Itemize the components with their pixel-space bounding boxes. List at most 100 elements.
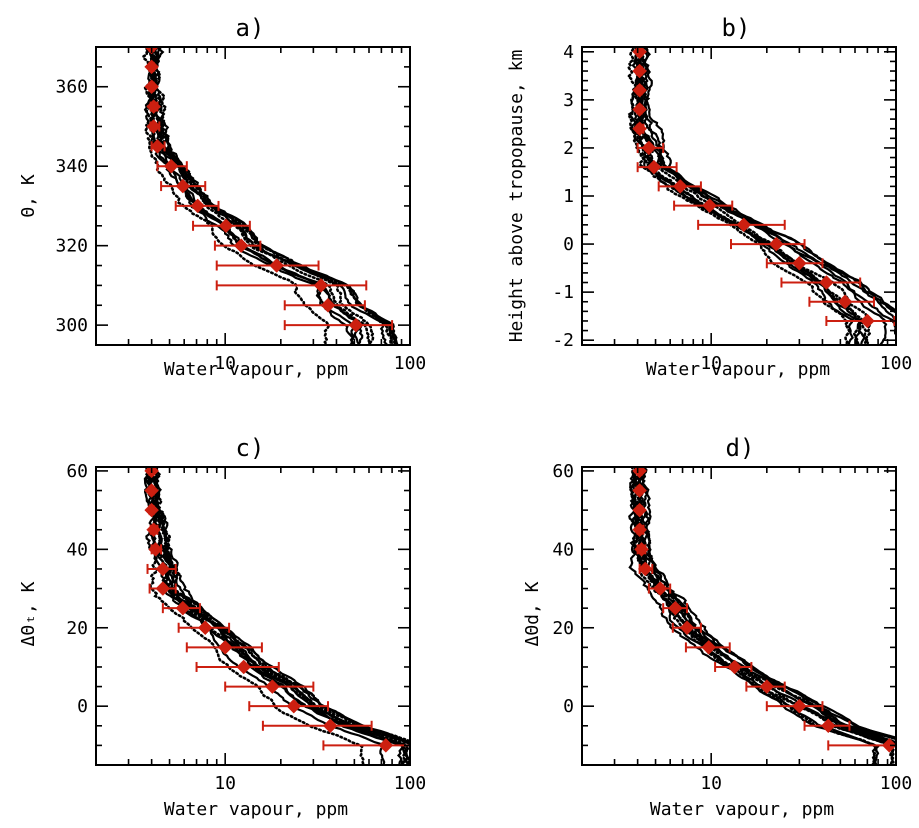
mean-marker: [641, 140, 657, 156]
mean-marker: [768, 236, 784, 252]
x-tick-label: 100: [394, 773, 427, 794]
panel-c: c) Water vapour, ppm ΔΘₜ, K 10 100 0 20 40 60: [18, 434, 427, 820]
y-tick-label: 300: [55, 315, 88, 336]
profile-trace: [626, 47, 871, 345]
panel-a-title: a): [236, 14, 265, 42]
mean-marker: [175, 600, 191, 616]
mean-marker: [265, 679, 280, 694]
y-tick-label: 3: [563, 90, 574, 111]
y-tick-label: 4: [563, 42, 574, 63]
mean-marker: [672, 179, 688, 194]
y-tick-label: 0: [563, 234, 574, 255]
y-tick-label: 40: [66, 539, 88, 560]
mean-marker: [646, 159, 662, 175]
mean-marker: [144, 502, 159, 518]
x-tick-label: 10: [214, 353, 236, 374]
panel-c-data-layer: [143, 467, 410, 765]
panel-c-ylabel: ΔΘₜ, K: [18, 581, 39, 646]
panel-b-ylabel: Height above tropopause, km: [506, 50, 527, 343]
y-tick-label: 0: [77, 696, 88, 717]
mean-marker: [727, 659, 743, 675]
mean-marker: [313, 278, 329, 293]
panel-a-plot-area: 10 100 300 320 340 360: [55, 46, 427, 374]
panel-b-xlabel: Water vapour, ppm: [646, 359, 830, 380]
mean-marker: [736, 217, 752, 233]
mean-marker: [378, 738, 394, 753]
mean-marker: [702, 198, 717, 213]
mean-marker: [632, 121, 647, 137]
mean-marker: [881, 738, 896, 753]
x-tick-label: 10: [700, 353, 722, 374]
mean-marker: [236, 659, 252, 675]
y-tick-label: 1: [563, 186, 574, 207]
mean-marker: [144, 59, 159, 75]
mean-marker: [632, 102, 647, 117]
panel-d-frame: [581, 466, 897, 766]
mean-marker: [150, 138, 165, 154]
x-tick-label: 10: [214, 773, 236, 794]
profile-trace: [143, 47, 330, 345]
y-tick-label: 360: [55, 77, 88, 98]
panel-a-ylabel: Θ, K: [18, 174, 39, 218]
panel-c-xlabel: Water vapour, ppm: [164, 799, 348, 820]
mean-marker: [634, 541, 649, 557]
mean-marker: [637, 561, 653, 577]
mean-marker: [163, 158, 179, 174]
x-tick-label: 10: [700, 773, 722, 794]
panel-a-data-layer: [141, 47, 400, 345]
mean-marker: [632, 502, 647, 518]
profile-trace: [633, 47, 851, 345]
y-tick-label: 0: [563, 696, 574, 717]
mean-marker: [819, 275, 834, 290]
mean-marker: [146, 522, 161, 538]
mean-marker: [144, 483, 159, 498]
panel-a: a) Water vapour, ppm Θ, K 10 100 300 320 340…: [18, 14, 426, 380]
mean-marker: [632, 483, 647, 498]
panel-d-data-layer: [628, 467, 896, 765]
y-tick-label: 20: [66, 618, 88, 639]
mean-marker: [837, 294, 853, 310]
panel-a-xlabel: Water vapour, ppm: [164, 359, 348, 380]
y-tick-label: 40: [552, 539, 574, 560]
mean-marker: [190, 198, 206, 214]
panel-a-frame: [95, 46, 411, 346]
y-tick-label: 2: [563, 138, 574, 159]
mean-marker: [197, 620, 213, 636]
y-tick-label: 340: [55, 156, 88, 177]
y-tick-label: 320: [55, 236, 88, 257]
panel-b-data-layer: [626, 47, 896, 345]
panel-d-plot-area: 10 100 0 20 40 60: [552, 461, 913, 794]
panel-b-plot-area: 10 100 -2 -1 0 1 2 3 4: [552, 42, 912, 374]
mean-marker: [286, 698, 302, 714]
y-tick-label: 20: [552, 618, 574, 639]
mean-marker: [155, 581, 171, 596]
panel-c-frame: [95, 466, 411, 766]
mean-marker: [632, 63, 647, 79]
mean-marker: [820, 718, 836, 734]
mean-marker: [679, 620, 695, 636]
mean-marker: [218, 218, 234, 234]
panel-d-title: d): [726, 434, 755, 462]
mean-marker: [759, 679, 775, 694]
panel-c-title: c): [236, 434, 265, 462]
profile-trace: [628, 467, 880, 765]
mean-marker: [632, 522, 647, 538]
panel-d-xlabel: Water vapour, ppm: [650, 799, 834, 820]
profile-trace: [639, 47, 888, 345]
x-tick-label: 100: [394, 353, 427, 374]
profile-trace: [639, 467, 896, 739]
mean-marker: [320, 297, 336, 313]
mean-marker: [348, 317, 364, 333]
profile-trace: [149, 467, 409, 765]
mean-marker: [144, 79, 159, 95]
mean-marker: [652, 581, 668, 596]
x-tick-label: 100: [880, 773, 913, 794]
mean-marker: [792, 255, 807, 271]
panel-b-title: b): [722, 14, 751, 42]
mean-marker: [146, 119, 161, 134]
mean-marker: [668, 600, 683, 616]
y-tick-label: -1: [552, 282, 574, 303]
mean-marker: [269, 258, 285, 273]
y-tick-label: -2: [552, 330, 574, 351]
panel-d: d) Water vapour, ppm ΔΘd, K 10 100 0 20 40 60: [522, 434, 913, 820]
